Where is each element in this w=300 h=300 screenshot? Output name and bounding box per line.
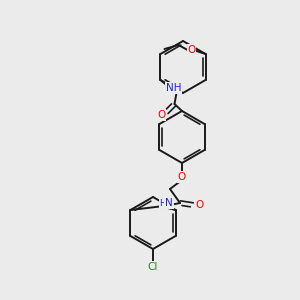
Text: N: N [165, 198, 173, 208]
Text: H: H [160, 199, 167, 208]
Text: O: O [158, 110, 166, 120]
Text: O: O [195, 200, 203, 210]
Text: O: O [188, 45, 196, 55]
Text: Cl: Cl [148, 262, 158, 272]
Text: O: O [178, 172, 186, 182]
Text: NH: NH [166, 83, 181, 93]
